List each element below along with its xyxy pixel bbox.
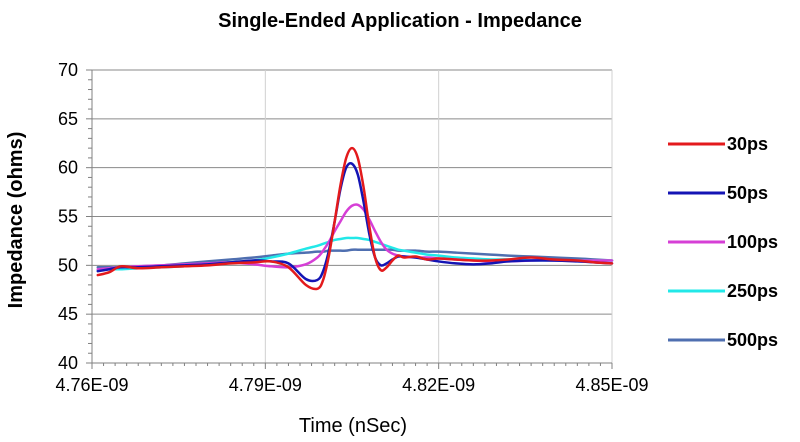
y-tick-label: 65 xyxy=(58,109,78,129)
x-tick-label: 4.79E-09 xyxy=(229,375,302,395)
legend-label: 100ps xyxy=(727,232,778,252)
y-tick-label: 45 xyxy=(58,304,78,324)
x-tick-labels: 4.76E-09 4.79E-09 4.82E-09 4.85E-09 xyxy=(55,375,648,395)
y-tick-label: 40 xyxy=(58,353,78,373)
y-tick-label: 50 xyxy=(58,255,78,275)
plot-area xyxy=(86,69,614,369)
y-tick-labels: 40 45 50 55 60 65 70 xyxy=(58,60,78,373)
series-line-30ps xyxy=(96,146,614,291)
legend-item-30ps: 30ps xyxy=(668,134,768,154)
y-tick-label: 55 xyxy=(58,207,78,227)
series-group xyxy=(96,146,614,291)
legend-label: 30ps xyxy=(727,134,768,154)
legend-label: 500ps xyxy=(727,330,778,350)
legend-item-100ps: 100ps xyxy=(668,232,778,252)
x-tick-label: 4.85E-09 xyxy=(575,375,648,395)
x-tick-label: 4.76E-09 xyxy=(55,375,128,395)
legend-item-50ps: 50ps xyxy=(668,183,768,203)
x-tick-label: 4.82E-09 xyxy=(402,375,475,395)
legend-item-250ps: 250ps xyxy=(668,281,778,301)
grid xyxy=(92,69,613,363)
legend: 30ps 50ps 100ps 250ps 500ps xyxy=(668,134,778,350)
series-line-500ps xyxy=(96,248,614,269)
legend-label: 50ps xyxy=(727,183,768,203)
legend-item-500ps: 500ps xyxy=(668,330,778,350)
x-axis-label: Time (nSec) xyxy=(299,415,407,437)
y-tick-label: 70 xyxy=(58,60,78,80)
axes xyxy=(86,69,613,369)
legend-label: 250ps xyxy=(727,281,778,301)
y-axis-label: Impedance (ohms) xyxy=(5,132,27,309)
chart-title: Single-Ended Application - Impedance xyxy=(218,10,582,32)
y-tick-label: 60 xyxy=(58,158,78,178)
